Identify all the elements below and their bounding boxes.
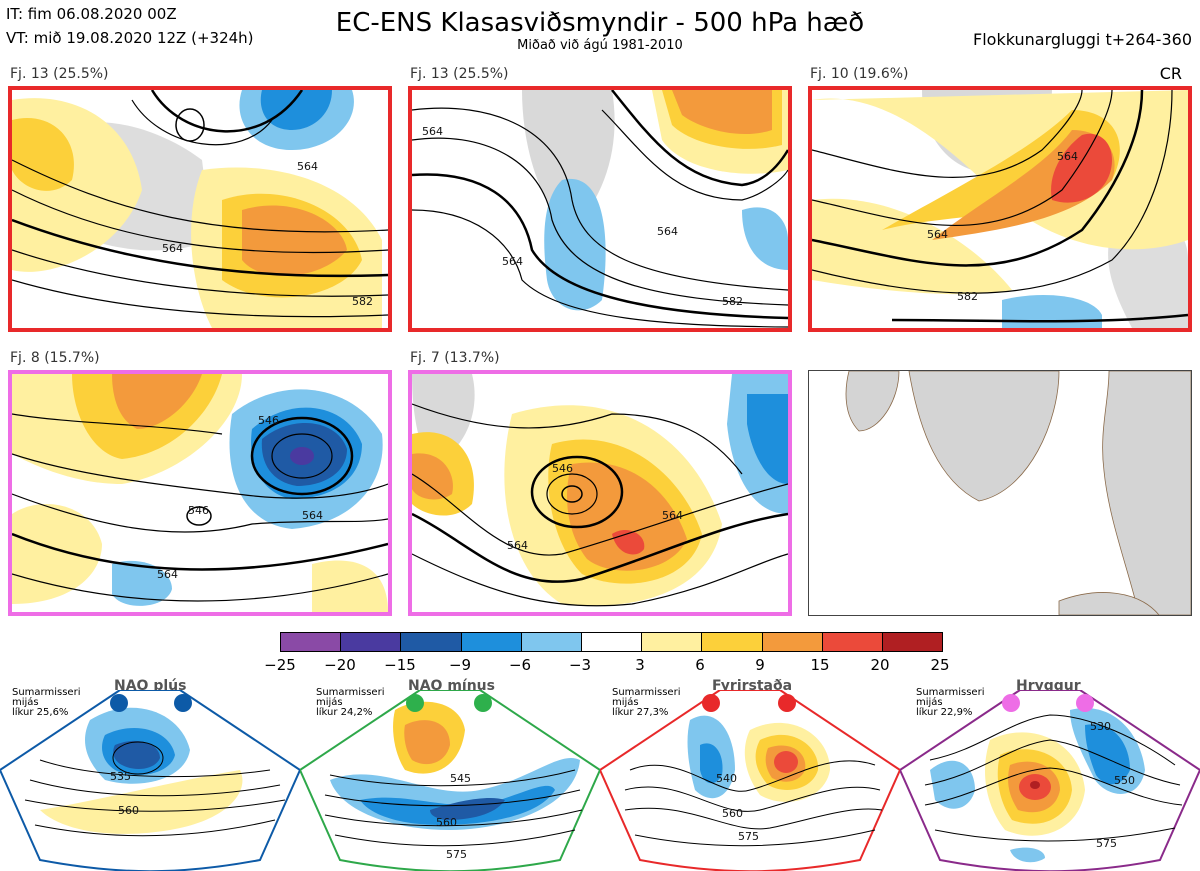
regime-note: Sumarmisseri mijás líkur 27,3% xyxy=(612,687,681,718)
reference-map xyxy=(808,370,1192,616)
contour-label: 564 xyxy=(422,125,443,138)
contour-label: 535 xyxy=(110,770,131,783)
contour-label: 545 xyxy=(450,772,471,785)
contour-label: 546 xyxy=(258,414,279,427)
colorbar-tick: 20 xyxy=(870,656,890,674)
cluster-map-3: 564 564 582 xyxy=(808,86,1192,332)
regime-note: Sumarmisseri mijás líkur 25,6% xyxy=(12,687,81,718)
panel-label-5: Fj. 7 (13.7%) xyxy=(410,350,500,366)
colorbar-tick: −6 xyxy=(508,656,532,674)
cluster-map-5: 546 564 564 xyxy=(408,370,792,616)
colorbar-segment xyxy=(581,633,643,651)
regime-map-blocking: 540 560 575 xyxy=(600,690,900,871)
contour-label: 530 xyxy=(1090,720,1111,733)
colorbar-segment xyxy=(822,633,883,651)
colorbar-segment xyxy=(281,633,342,651)
colorbar-tick: 6 xyxy=(695,656,705,674)
regime-dot xyxy=(702,694,720,712)
valid-time: VT: mið 19.08.2020 12Z (+324h) xyxy=(6,29,254,47)
contour-label: 564 xyxy=(507,539,528,552)
regime-dot xyxy=(1002,694,1020,712)
regime-note: Sumarmisseri mijás líkur 22,9% xyxy=(916,687,985,718)
page-subtitle: Miðað við ágú 1981-2010 xyxy=(517,38,683,53)
regime-map-nao-minus: 545 560 575 xyxy=(300,690,600,871)
contour-label: 560 xyxy=(436,816,457,829)
colorbar-segment xyxy=(762,633,823,651)
contour-label: 564 xyxy=(502,255,523,268)
colorbar-segment xyxy=(882,633,943,651)
contour-label: 540 xyxy=(716,772,737,785)
run-code: CR xyxy=(1159,64,1182,83)
regime-dot xyxy=(174,694,192,712)
contour-label: 564 xyxy=(302,509,323,522)
classification-window: Flokkunargluggi t+264-360 xyxy=(973,30,1192,49)
contour-label: 582 xyxy=(957,290,978,303)
colorbar-segment xyxy=(702,633,763,651)
contour-label: 550 xyxy=(1114,774,1135,787)
cluster-map-4: 546 564 564 546 xyxy=(8,370,392,616)
regime-dot xyxy=(110,694,128,712)
regime-dot xyxy=(474,694,492,712)
colorbar-segment xyxy=(642,633,703,651)
regime-map-nao-plus: 535 560 xyxy=(0,690,300,871)
initial-time: IT: fim 06.08.2020 00Z xyxy=(6,5,177,23)
contour-label: 575 xyxy=(1096,837,1117,850)
contour-label: 564 xyxy=(1057,150,1078,163)
panel-label-4: Fj. 8 (15.7%) xyxy=(10,350,100,366)
panel-label-1: Fj. 13 (25.5%) xyxy=(10,66,109,82)
contour-label: 560 xyxy=(118,804,139,817)
page-title: EC-ENS Klasasviðsmyndir - 500 hPa hæð xyxy=(335,8,865,38)
cluster-map-1: 564 564 582 xyxy=(8,86,392,332)
colorbar-segment xyxy=(341,633,402,651)
contour-label: 546 xyxy=(188,504,209,517)
colorbar xyxy=(280,632,943,652)
contour-label: 582 xyxy=(352,295,373,308)
contour-label: 560 xyxy=(722,807,743,820)
colorbar-tick: 15 xyxy=(810,656,830,674)
colorbar-tick: 9 xyxy=(755,656,765,674)
panel-label-3: Fj. 10 (19.6%) xyxy=(810,66,909,82)
colorbar-segment xyxy=(521,633,582,651)
contour-label: 546 xyxy=(552,462,573,475)
colorbar-tick: −3 xyxy=(568,656,592,674)
regime-dot xyxy=(1076,694,1094,712)
contour-label: 564 xyxy=(162,242,183,255)
contour-label: 582 xyxy=(722,295,743,308)
colorbar-segment xyxy=(401,633,462,651)
colorbar-tick: 25 xyxy=(930,656,950,674)
contour-label: 564 xyxy=(157,568,178,581)
cluster-map-2: 564 564 564 582 xyxy=(408,86,792,332)
colorbar-tick: −9 xyxy=(448,656,472,674)
colorbar-segment xyxy=(461,633,522,651)
contour-label: 564 xyxy=(927,228,948,241)
colorbar-tick: −20 xyxy=(324,656,356,674)
colorbar-tick: −15 xyxy=(384,656,416,674)
regime-note: Sumarmisseri mijás líkur 24,2% xyxy=(316,687,385,718)
contour-label: 564 xyxy=(297,160,318,173)
contour-label: 575 xyxy=(738,830,759,843)
contour-label: 564 xyxy=(657,225,678,238)
regime-dot xyxy=(778,694,796,712)
regime-dot xyxy=(406,694,424,712)
contour-label: 564 xyxy=(662,509,683,522)
panel-label-2: Fj. 13 (25.5%) xyxy=(410,66,509,82)
colorbar-tick: −25 xyxy=(264,656,296,674)
regime-map-ridge: 530 550 575 xyxy=(900,690,1200,871)
contour-label: 575 xyxy=(446,848,467,861)
colorbar-tick: 3 xyxy=(635,656,645,674)
